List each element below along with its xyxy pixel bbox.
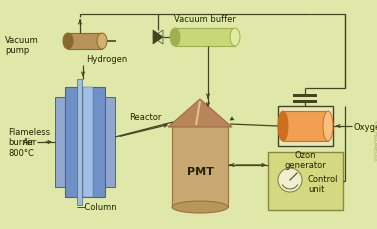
Text: Control
unit: Control unit [308, 174, 339, 194]
Ellipse shape [230, 29, 240, 47]
Text: Vacuum
pump: Vacuum pump [5, 36, 39, 55]
Bar [83, 88, 93, 197]
Text: Oxygen: Oxygen [354, 122, 377, 131]
Bar [172, 125, 228, 207]
Ellipse shape [170, 29, 180, 47]
Polygon shape [168, 100, 232, 128]
Text: Reactor: Reactor [130, 113, 162, 122]
Text: Hydrogen: Hydrogen [86, 55, 127, 64]
Text: —Column: —Column [77, 202, 118, 211]
Text: PMT: PMT [187, 166, 213, 176]
Bar [293, 101, 317, 104]
Bar [278, 106, 333, 146]
Bar [175, 29, 235, 47]
Text: © CHROMEDIA: © CHROMEDIA [372, 119, 377, 160]
Bar [105, 98, 115, 187]
Bar [283, 112, 328, 141]
Bar [55, 98, 65, 187]
Ellipse shape [323, 112, 333, 141]
Polygon shape [153, 31, 163, 45]
Ellipse shape [63, 34, 73, 50]
Circle shape [278, 168, 302, 192]
Text: Air: Air [23, 138, 35, 147]
Bar [293, 95, 317, 98]
Bar [68, 34, 102, 50]
Bar [77, 80, 82, 205]
Ellipse shape [97, 34, 107, 50]
Text: Ozon
generator: Ozon generator [284, 150, 326, 170]
Text: Flameless
burner
800°C: Flameless burner 800°C [8, 128, 50, 157]
Ellipse shape [172, 201, 228, 213]
Bar [268, 152, 343, 210]
Text: Vacuum buffer: Vacuum buffer [174, 15, 236, 24]
Bar [65, 88, 105, 197]
Ellipse shape [278, 112, 288, 141]
